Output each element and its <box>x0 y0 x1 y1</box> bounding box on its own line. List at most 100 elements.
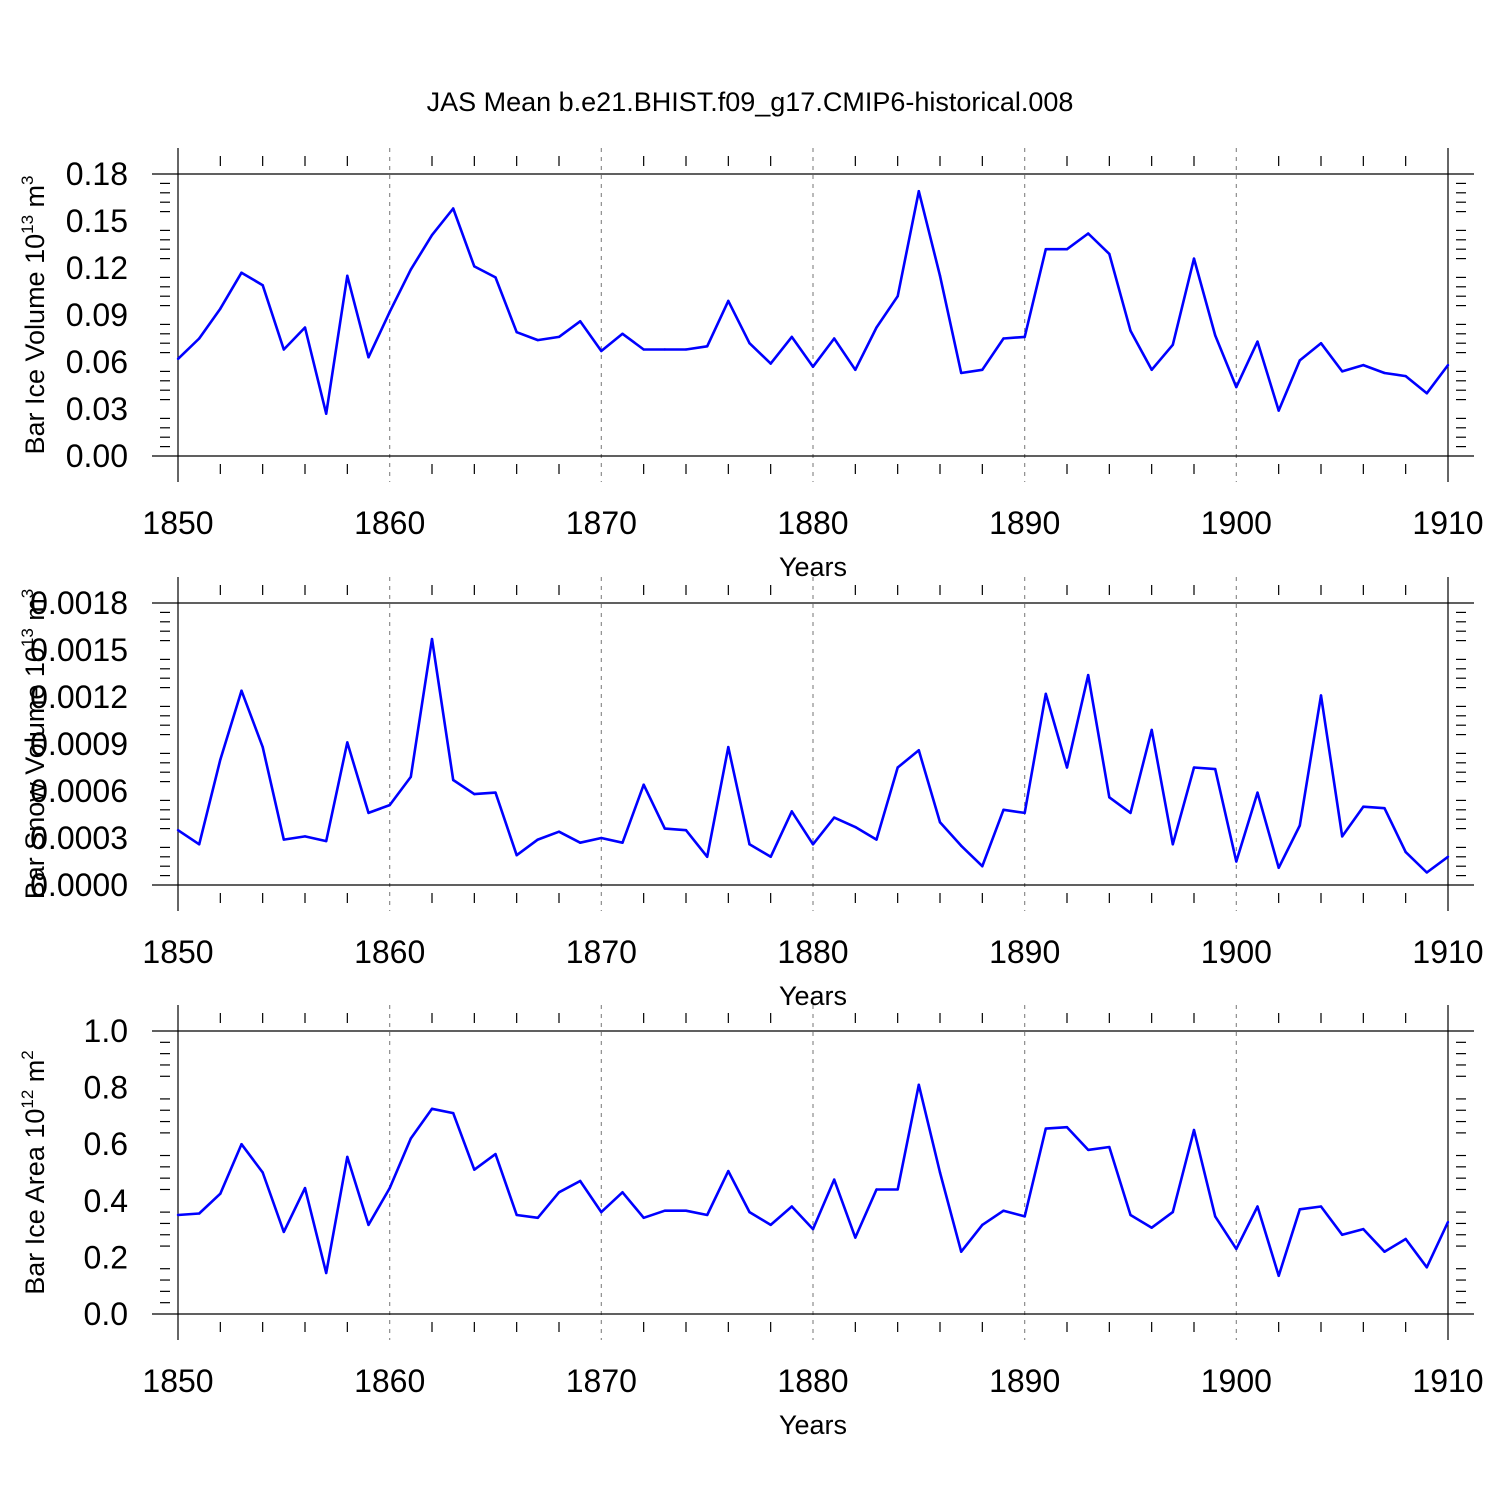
panel-1-data-point <box>663 348 667 351</box>
panel-3-data-point <box>981 1223 984 1227</box>
panel-2-data-point <box>176 828 180 832</box>
panel-2-data-point <box>663 827 667 830</box>
panel-3-data-point <box>409 1137 413 1140</box>
panel-3-data-point <box>748 1210 751 1214</box>
panel-3-data-point <box>1383 1250 1386 1253</box>
panel-1-data-point <box>1192 257 1196 260</box>
panel-3-x-tick-label: 1850 <box>142 1363 213 1399</box>
panel-2-data-point <box>303 835 307 838</box>
panel-2-data-point <box>261 745 264 749</box>
panel-2-data-point <box>832 816 836 819</box>
panel-2-data-point <box>896 766 899 769</box>
panel-2-y-tick-label: 0.0012 <box>30 679 128 715</box>
panel-2-data-point <box>705 855 709 858</box>
y-axis-title-superscript: 12 <box>18 1090 37 1109</box>
panel-1-y-tick-label: 0.06 <box>66 344 128 380</box>
panel-2-data-point <box>1002 808 1005 811</box>
panel-3-data-point <box>1362 1227 1365 1231</box>
panel-3-data-point <box>515 1213 518 1217</box>
panel-2-series-line <box>177 637 1449 874</box>
panel-2-data-point <box>917 749 921 752</box>
panel-1-data-point <box>303 326 307 329</box>
panel-2-data-point <box>854 825 857 829</box>
panel-3-data-point <box>1044 1127 1048 1130</box>
panel-1-data-point <box>600 349 603 353</box>
panel-2-data-point <box>240 689 243 692</box>
panel-3-y-tick-label: 0.0 <box>84 1296 128 1332</box>
panel-3-data-point <box>1298 1208 1302 1211</box>
panel-1-data-point <box>515 331 518 334</box>
panel-2-data-point <box>1108 796 1111 799</box>
panel-3-data-point <box>1086 1148 1090 1152</box>
panel-3-x-tick-label: 1910 <box>1412 1363 1483 1399</box>
panel-3-data-point <box>1235 1247 1238 1251</box>
panel-1-data-point <box>1150 368 1153 372</box>
y-axis-title-text: Bar Ice Volume 10 <box>20 234 50 455</box>
panel-1-data-point <box>324 412 328 415</box>
panel-2-data-point <box>1446 855 1450 858</box>
panel-3-data-point <box>854 1236 857 1239</box>
panel-3-data-point <box>1129 1213 1132 1217</box>
panel-3-data-point <box>1425 1266 1429 1269</box>
panel-2-data-point <box>282 838 286 841</box>
panel-3-data-point <box>1065 1126 1069 1129</box>
panel-2-data-point <box>1319 694 1323 697</box>
panel-1-data-point <box>1065 248 1069 251</box>
panel-1-data-point <box>557 335 561 339</box>
panel-1-data-point <box>642 348 645 351</box>
panel-3-data-point <box>1404 1237 1407 1241</box>
panel-3-data-point <box>663 1209 667 1212</box>
panel-2-data-point <box>1425 871 1429 874</box>
panel-1-data-point <box>409 268 413 271</box>
panel-3-data-point <box>684 1209 688 1212</box>
panel-3-data-point <box>1192 1128 1196 1132</box>
panel-1-data-point <box>1446 363 1450 367</box>
panel-2-data-point <box>536 838 540 841</box>
panel-1: 0.00 0.03 0.06 0.09 0.12 0.15 0.18 1850 1860 1870… <box>18 148 1484 582</box>
panel-1-data-point <box>981 368 984 372</box>
y-axis-title-superscript: 3 <box>18 175 37 184</box>
panel-1-data-point <box>1319 342 1323 345</box>
panel-1-data-point <box>938 274 942 278</box>
panel-2-data-point <box>621 841 624 844</box>
panel-2-data-point <box>981 865 984 868</box>
panel-1-data-point <box>1277 409 1280 412</box>
panel-3-y-tick-label: 0.4 <box>84 1183 128 1219</box>
panel-1-y-tick-label: 0.09 <box>66 297 128 333</box>
panel-3: 0.0 0.2 0.4 0.6 0.8 1.0 1850 1860 1870 1880 1890 19… <box>18 1005 1484 1440</box>
panel-1-y-tick-label: 0.18 <box>66 156 128 192</box>
panel-2-data-point <box>727 745 730 749</box>
panel-2-data-point <box>197 843 201 846</box>
panel-2-data-point <box>600 836 603 840</box>
panel-3-data-point <box>1213 1215 1217 1218</box>
panel-2-data-point <box>1171 843 1175 846</box>
panel-3-data-point <box>790 1205 794 1208</box>
panel-1-data-point <box>790 335 794 339</box>
panel-1-data-point <box>769 362 772 365</box>
panel-1-data-point <box>430 233 434 237</box>
panel-3-data-point <box>917 1083 921 1086</box>
panel-3-data-point <box>430 1107 434 1111</box>
panel-3-data-point <box>938 1171 942 1174</box>
panel-1-y-tick-label: 0.15 <box>66 203 128 239</box>
panel-2-x-tick-label: 1900 <box>1201 934 1272 970</box>
panel-2-x-tick-label: 1870 <box>566 934 637 970</box>
panel-3-data-point <box>705 1213 709 1217</box>
panel-2-x-tick-label: 1880 <box>777 934 848 970</box>
panel-2-data-point <box>324 839 328 843</box>
panel-1-data-point <box>896 295 899 298</box>
panel-2-y-tick-label: 0.0018 <box>30 585 128 621</box>
panel-3-data-point <box>875 1188 878 1191</box>
panel-1-data-point <box>1023 335 1026 339</box>
panel-1-data-point <box>367 356 370 359</box>
panel-2-y-tick-label: 0.0009 <box>30 726 128 762</box>
y-axis-title-superscript: 13 <box>18 215 37 234</box>
panel-3-data-point <box>1002 1209 1005 1212</box>
panel-3-data-point <box>473 1168 476 1171</box>
panel-2-data-point <box>1298 824 1302 827</box>
y-axis-title-text: m <box>20 598 50 628</box>
panel-2-data-point <box>959 844 963 848</box>
panel-1-data-point <box>1425 392 1429 395</box>
panel-3-data-point <box>282 1230 286 1234</box>
panel-1-data-point <box>346 274 349 278</box>
